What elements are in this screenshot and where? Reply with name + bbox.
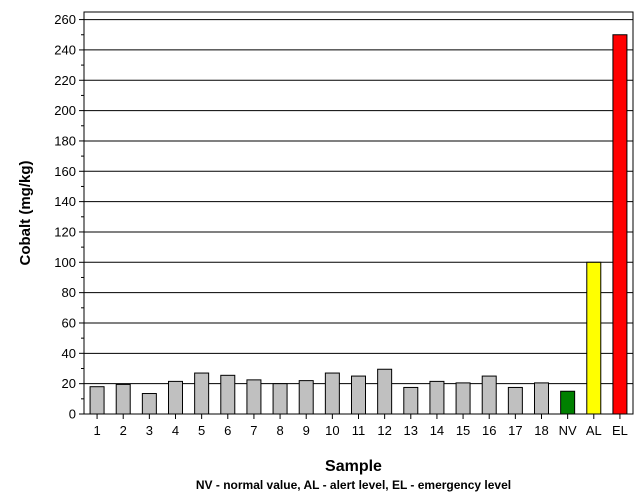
- x-tick-label: NV: [559, 423, 577, 438]
- bars: [89, 34, 628, 415]
- y-axis-ticks: 0 20 40 60 80 100 120 140 160 180 200 220 240 260: [54, 12, 84, 422]
- y-tick-label: 160: [54, 164, 76, 179]
- x-tick-label: 9: [303, 423, 310, 438]
- bar-17: [507, 386, 523, 415]
- bar-5: [194, 372, 210, 415]
- y-tick-label: 240: [54, 42, 76, 57]
- x-axis-ticks: 1 2 3 4 5 6 7 8 9 10 11 12 13 14 15 16 17 18 NV AL EL: [93, 414, 628, 438]
- x-tick-label: 17: [508, 423, 522, 438]
- x-tick-label: 14: [430, 423, 444, 438]
- x-tick-label: 12: [377, 423, 391, 438]
- y-tick-label: 260: [54, 12, 76, 27]
- x-tick-label: 2: [120, 423, 127, 438]
- y-tick-label: 180: [54, 133, 76, 148]
- y-tick-label: 100: [54, 255, 76, 270]
- bar-3: [141, 393, 157, 415]
- y-axis-title: Cobalt (mg/kg): [17, 161, 34, 266]
- x-tick-label: 7: [250, 423, 257, 438]
- bar-15: [455, 382, 471, 415]
- bar-2: [115, 383, 131, 415]
- x-tick-label: 18: [534, 423, 548, 438]
- x-axis-title: Sample: [325, 458, 382, 475]
- bar-10: [324, 372, 340, 415]
- bar-AL: [586, 261, 602, 415]
- x-tick-label: 8: [276, 423, 283, 438]
- x-tick-label: EL: [612, 423, 628, 438]
- bar-13: [403, 386, 419, 415]
- grid-lines: [84, 19, 633, 385]
- bar-12: [377, 368, 393, 415]
- bar-16: [481, 375, 497, 415]
- x-tick-label: 13: [404, 423, 418, 438]
- y-tick-label: 0: [69, 407, 76, 422]
- y-tick-label: 220: [54, 73, 76, 88]
- y-tick-label: 80: [62, 285, 76, 300]
- y-tick-label: 60: [62, 315, 76, 330]
- x-tick-label: 3: [146, 423, 153, 438]
- legend-note: NV - normal value, AL - alert level, EL …: [196, 478, 511, 492]
- bar-8: [272, 383, 288, 415]
- bar-7: [246, 379, 262, 415]
- x-tick-label: 10: [325, 423, 339, 438]
- bar-NV: [560, 390, 576, 415]
- bar-EL: [612, 34, 628, 415]
- bar-14: [429, 380, 445, 415]
- x-tick-label: AL: [586, 423, 602, 438]
- bar-1: [89, 386, 105, 415]
- bar-9: [298, 380, 314, 415]
- bar-4: [168, 380, 183, 415]
- x-tick-label: 16: [482, 423, 496, 438]
- x-tick-label: 11: [352, 423, 366, 438]
- x-tick-label: 1: [93, 423, 100, 438]
- y-tick-label: 40: [62, 346, 76, 361]
- x-tick-label: 4: [172, 423, 179, 438]
- x-tick-label: 6: [224, 423, 231, 438]
- x-tick-label: 5: [198, 423, 205, 438]
- y-tick-label: 20: [62, 376, 76, 391]
- bar-6: [220, 374, 236, 415]
- y-tick-label: 200: [54, 103, 76, 118]
- bar-18: [534, 382, 549, 415]
- y-tick-label: 140: [54, 194, 76, 209]
- bar-11: [351, 375, 366, 415]
- x-tick-label: 15: [456, 423, 470, 438]
- y-tick-label: 120: [54, 224, 76, 239]
